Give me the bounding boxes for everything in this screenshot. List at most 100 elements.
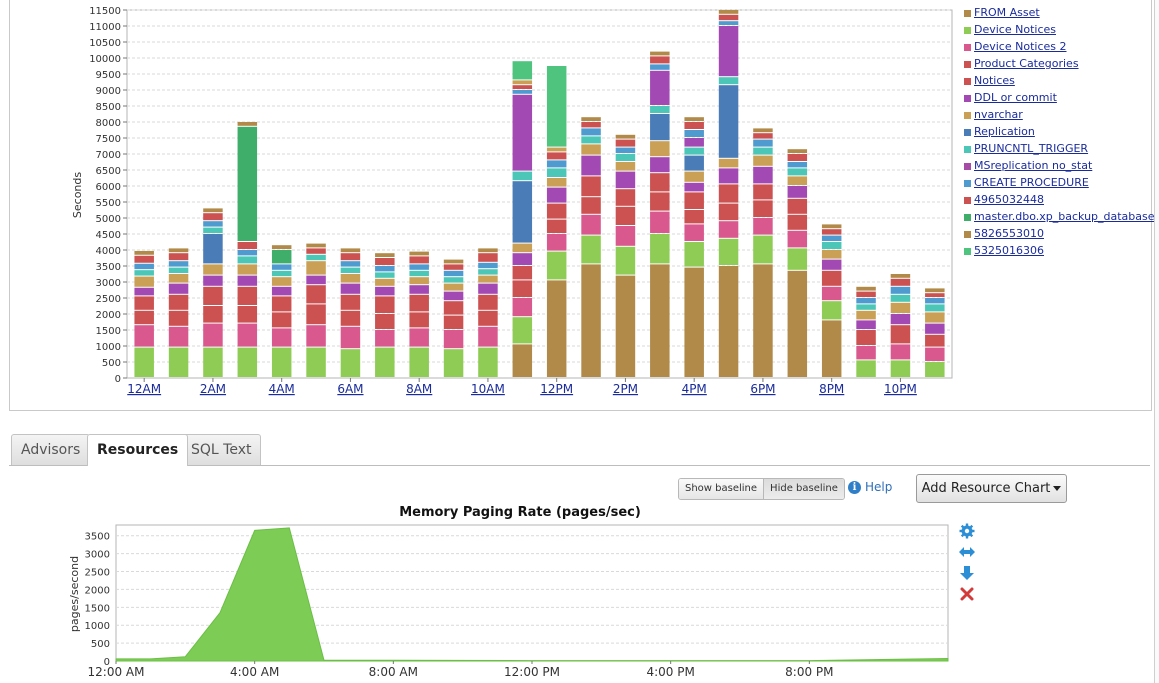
wait-bar-segment[interactable]: [134, 276, 154, 287]
wait-bar-segment[interactable]: [684, 130, 704, 137]
wait-bar-segment[interactable]: [168, 283, 189, 294]
wait-bar-segment[interactable]: [375, 286, 395, 296]
legend-label[interactable]: master.dbo.xp_backup_database: [974, 210, 1155, 223]
wait-bar-segment[interactable]: [237, 126, 258, 241]
wait-bar-segment[interactable]: [925, 323, 945, 334]
legend-item[interactable]: 4965032448: [962, 193, 1152, 210]
show-baseline-button[interactable]: Show baseline: [679, 479, 764, 499]
wait-bar-segment[interactable]: [787, 168, 808, 176]
legend-label[interactable]: Replication: [974, 125, 1035, 138]
wait-bar-segment[interactable]: [684, 242, 704, 267]
wait-bar-segment[interactable]: [787, 270, 808, 377]
wait-bar-segment[interactable]: [650, 70, 670, 105]
wait-bar-segment[interactable]: [168, 274, 189, 283]
hide-baseline-button[interactable]: Hide baseline: [763, 479, 844, 499]
wait-bar-segment[interactable]: [443, 349, 464, 377]
wait-bar-segment[interactable]: [168, 248, 189, 253]
wait-bar-segment[interactable]: [546, 234, 567, 251]
wait-chart-x-tick-label[interactable]: 6AM: [337, 382, 363, 396]
wait-bar-segment[interactable]: [581, 155, 601, 176]
wait-bar-segment[interactable]: [581, 264, 601, 377]
wait-bar-segment[interactable]: [718, 21, 739, 25]
wait-bar-segment[interactable]: [512, 61, 533, 80]
legend-label[interactable]: MSreplication no_stat: [974, 159, 1093, 172]
wait-bar-segment[interactable]: [375, 278, 395, 286]
wait-bar-segment[interactable]: [306, 325, 326, 347]
wait-bar-segment[interactable]: [512, 280, 533, 297]
wait-bar-segment[interactable]: [271, 250, 292, 264]
wait-chart-x-tick-label[interactable]: 8PM: [819, 382, 844, 396]
wait-bar-segment[interactable]: [237, 250, 258, 256]
wait-bar-segment[interactable]: [684, 138, 704, 147]
wait-bar-segment[interactable]: [203, 208, 223, 213]
wait-bar-segment[interactable]: [581, 144, 601, 155]
wait-bar-segment[interactable]: [478, 326, 498, 347]
wait-bar-segment[interactable]: [684, 224, 704, 241]
wait-bar-segment[interactable]: [890, 286, 911, 294]
wait-chart-x-tick-label[interactable]: 4PM: [682, 382, 707, 396]
wait-bar-segment[interactable]: [650, 51, 670, 56]
wait-bar-segment[interactable]: [271, 347, 292, 377]
wait-bar-segment[interactable]: [753, 139, 773, 147]
legend-item[interactable]: DDL or commit: [962, 91, 1152, 108]
wait-bar-segment[interactable]: [615, 139, 636, 147]
wait-bar-segment[interactable]: [375, 266, 395, 272]
wait-bar-segment[interactable]: [478, 269, 498, 275]
wait-bar-segment[interactable]: [684, 210, 704, 224]
wait-bar-segment[interactable]: [718, 26, 739, 77]
wait-bar-segment[interactable]: [753, 133, 773, 139]
wait-chart-x-tick-label[interactable]: 6PM: [750, 382, 775, 396]
wait-bar-segment[interactable]: [237, 286, 258, 305]
wait-bar-segment[interactable]: [615, 206, 636, 225]
wait-bar-segment[interactable]: [925, 293, 945, 297]
legend-item[interactable]: PRUNCNTL_TRIGGER: [962, 142, 1152, 159]
wait-bar-segment[interactable]: [753, 200, 773, 217]
wait-bar-segment[interactable]: [409, 312, 429, 328]
wait-bar-segment[interactable]: [925, 362, 945, 377]
tab-resources[interactable]: Resources: [87, 434, 189, 466]
wait-bar-segment[interactable]: [753, 235, 773, 264]
wait-bar-segment[interactable]: [650, 192, 670, 211]
wait-bar-segment[interactable]: [650, 234, 670, 264]
wait-bar-segment[interactable]: [409, 347, 429, 377]
wait-bar-segment[interactable]: [787, 198, 808, 214]
wait-bar-segment[interactable]: [340, 261, 361, 267]
wait-bar-segment[interactable]: [203, 221, 223, 227]
legend-label[interactable]: 5826553010: [974, 227, 1044, 240]
wait-bar-segment[interactable]: [787, 149, 808, 153]
wait-bar-segment[interactable]: [821, 259, 842, 270]
legend-item[interactable]: Product Categories: [962, 57, 1152, 74]
wait-bar-segment[interactable]: [856, 320, 876, 329]
wait-bar-segment[interactable]: [753, 166, 773, 184]
wait-bar-segment[interactable]: [718, 168, 739, 184]
wait-bar-segment[interactable]: [512, 253, 533, 265]
wait-bar-segment[interactable]: [512, 90, 533, 94]
legend-item[interactable]: CREATE PROCEDURE: [962, 176, 1152, 193]
wait-bar-segment[interactable]: [512, 171, 533, 181]
wait-bar-segment[interactable]: [134, 255, 154, 263]
wait-bar-segment[interactable]: [478, 310, 498, 326]
wait-bar-segment[interactable]: [718, 14, 739, 21]
legend-label[interactable]: Device Notices: [974, 23, 1056, 36]
wait-bar-segment[interactable]: [581, 197, 601, 214]
wait-bar-segment[interactable]: [787, 248, 808, 270]
wait-bar-segment[interactable]: [615, 171, 636, 189]
wait-bar-segment[interactable]: [512, 344, 533, 377]
wait-bar-segment[interactable]: [409, 294, 429, 312]
legend-item[interactable]: Device Notices: [962, 23, 1152, 40]
wait-bar-segment[interactable]: [443, 315, 464, 329]
legend-label[interactable]: Device Notices 2: [974, 40, 1067, 53]
legend-item[interactable]: nvarchar: [962, 108, 1152, 125]
wait-bar-segment[interactable]: [375, 296, 395, 313]
legend-item[interactable]: 5826553010: [962, 227, 1152, 244]
wait-bar-segment[interactable]: [340, 253, 361, 261]
wait-bar-segment[interactable]: [478, 248, 498, 253]
wait-bar-segment[interactable]: [271, 264, 292, 270]
wait-bar-segment[interactable]: [821, 250, 842, 259]
wait-bar-segment[interactable]: [856, 286, 876, 291]
wait-bar-segment[interactable]: [306, 254, 326, 261]
wait-bar-segment[interactable]: [546, 160, 567, 168]
wait-bar-segment[interactable]: [340, 310, 361, 326]
wait-bar-segment[interactable]: [306, 347, 326, 377]
wait-bar-segment[interactable]: [409, 256, 429, 264]
